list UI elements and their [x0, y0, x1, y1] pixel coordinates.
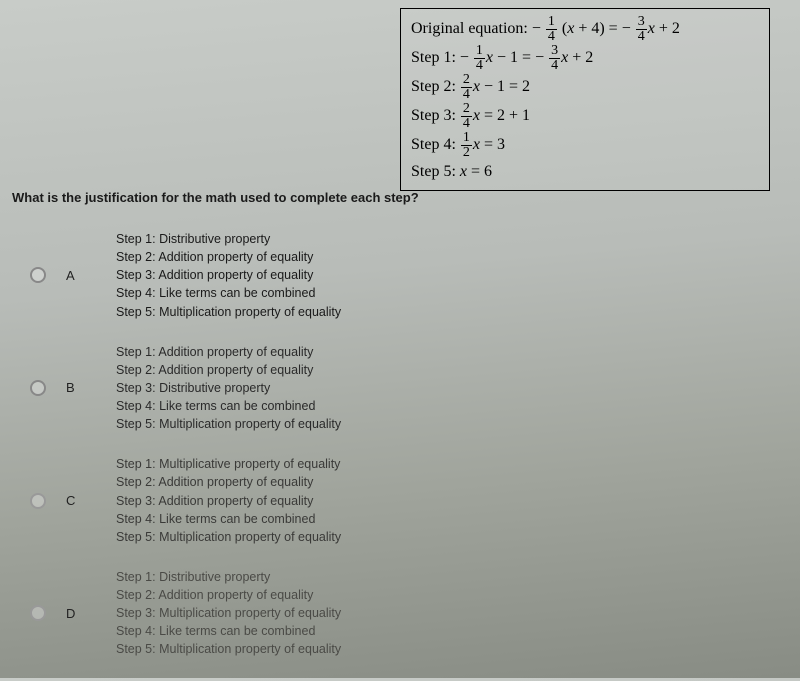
option-steps: Step 1: Multiplicative property of equal… — [116, 455, 341, 546]
equation-step-2: Step 2: 24x − 1 = 2 — [411, 73, 759, 102]
radio-icon[interactable] — [30, 380, 46, 396]
equation-step-5: Step 5: x = 6 — [411, 160, 759, 184]
original-expr: − 14 (x + 4) = − 34x + 2 — [532, 20, 680, 37]
radio-icon[interactable] — [30, 605, 46, 621]
option-steps: Step 1: Distributive property Step 2: Ad… — [116, 568, 341, 659]
radio-icon[interactable] — [30, 267, 46, 283]
equation-step-1: Step 1: − 14x − 1 = − 34x + 2 — [411, 44, 759, 73]
radio-icon[interactable] — [30, 493, 46, 509]
option-a[interactable]: A Step 1: Distributive property Step 2: … — [30, 230, 530, 321]
option-letter: D — [66, 606, 86, 621]
option-letter: C — [66, 493, 86, 508]
option-letter: A — [66, 268, 86, 283]
option-b[interactable]: B Step 1: Addition property of equality … — [30, 343, 530, 434]
option-steps: Step 1: Distributive property Step 2: Ad… — [116, 230, 341, 321]
equation-step-3: Step 3: 24x = 2 + 1 — [411, 102, 759, 131]
question-text: What is the justification for the math u… — [12, 190, 419, 205]
equation-step-4: Step 4: 12x = 3 — [411, 131, 759, 160]
option-steps: Step 1: Addition property of equality St… — [116, 343, 341, 434]
options-list: A Step 1: Distributive property Step 2: … — [30, 230, 530, 681]
option-d[interactable]: D Step 1: Distributive property Step 2: … — [30, 568, 530, 659]
equation-original: Original equation: − 14 (x + 4) = − 34x … — [411, 15, 759, 44]
original-label: Original equation: — [411, 20, 528, 37]
equation-box: Original equation: − 14 (x + 4) = − 34x … — [400, 8, 770, 191]
option-letter: B — [66, 380, 86, 395]
option-c[interactable]: C Step 1: Multiplicative property of equ… — [30, 455, 530, 546]
